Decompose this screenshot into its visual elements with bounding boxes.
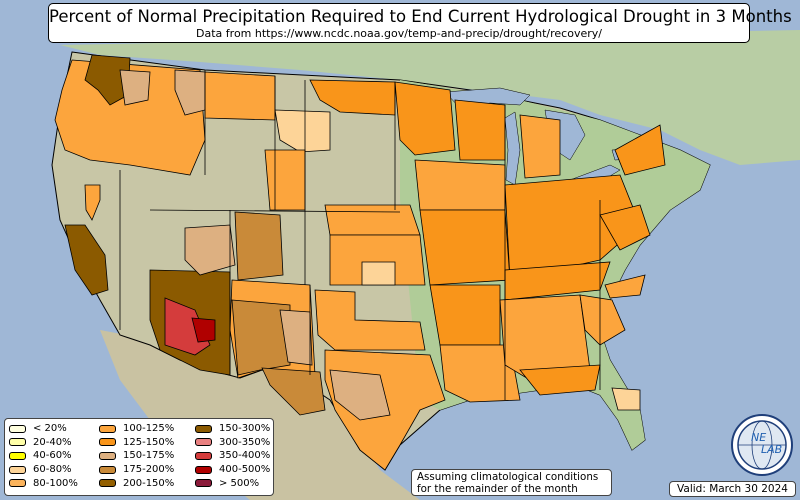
region-gulf	[519, 364, 601, 396]
valid-date: Valid: March 30 2024	[669, 481, 796, 497]
legend-column-2: 100-125% 125-150% 150-175% 175-200% 200-…	[99, 422, 174, 490]
region-ga	[579, 294, 626, 346]
legend-item: 175-200%	[99, 463, 174, 477]
legend-swatch	[99, 438, 116, 447]
legend: < 20% 20-40% 40-60% 60-80% 80-100% 100-1…	[4, 418, 274, 496]
map-subtitle: Data from https://www.ncdc.noaa.gov/temp…	[196, 27, 602, 40]
legend-swatch	[99, 479, 116, 488]
region-id-tan	[174, 69, 206, 116]
legend-swatch	[99, 451, 116, 460]
region-ks	[329, 234, 426, 286]
region-la	[439, 344, 521, 403]
legend-swatch	[99, 424, 116, 433]
region-az-darkred	[191, 317, 216, 343]
legend-item: 40-60%	[9, 449, 78, 463]
legend-swatch	[9, 451, 26, 460]
mexico-land	[100, 330, 420, 500]
legend-label: 150-300%	[219, 423, 271, 435]
legend-label: > 500%	[219, 477, 260, 489]
region-ok	[314, 289, 426, 351]
region-co	[234, 211, 284, 281]
region-ks-light	[361, 261, 396, 286]
legend-swatch	[195, 424, 212, 433]
legend-swatch	[195, 465, 212, 474]
legend-item: 100-125%	[99, 422, 174, 436]
canada-land	[60, 30, 800, 165]
legend-item: 200-150%	[99, 476, 174, 490]
logo-text-lab: LAB	[761, 443, 782, 456]
legend-column-3: 150-300% 300-350% 350-400% 400-500% > 50…	[195, 422, 270, 490]
legend-label: 200-150%	[123, 477, 175, 489]
region-mi	[519, 114, 561, 179]
legend-item: 125-150%	[99, 436, 174, 450]
legend-item: 350-400%	[195, 449, 270, 463]
legend-label: 175-200%	[123, 464, 175, 476]
legend-swatch	[195, 451, 212, 460]
region-ut	[184, 224, 236, 276]
legend-item: 400-500%	[195, 463, 270, 477]
legend-label: 300-350%	[219, 436, 271, 448]
region-mt	[204, 71, 276, 121]
legend-item: < 20%	[9, 422, 78, 436]
legend-item: 150-300%	[195, 422, 270, 436]
region-mo	[419, 209, 511, 286]
legend-swatch	[9, 424, 26, 433]
region-ar	[429, 284, 501, 346]
region-pnw-tan	[119, 69, 151, 106]
region-ne	[324, 204, 421, 236]
legend-item: > 500%	[195, 476, 270, 490]
region-nc	[604, 274, 646, 299]
region-wy	[264, 149, 306, 211]
legend-label: 40-60%	[33, 450, 72, 462]
region-pnw-dark	[84, 54, 131, 106]
legend-label: 150-175%	[123, 450, 175, 462]
region-nm-brown	[231, 299, 291, 376]
region-ny	[614, 124, 666, 176]
legend-label: < 20%	[33, 423, 67, 435]
assumption-note: Assuming climatological conditions for t…	[411, 469, 612, 496]
region-pnw	[54, 59, 206, 176]
legend-item: 150-175%	[99, 449, 174, 463]
region-nd	[309, 79, 396, 116]
legend-swatch	[99, 465, 116, 474]
region-ia	[414, 159, 506, 211]
legend-swatch	[195, 438, 212, 447]
region-mn	[394, 81, 456, 156]
note-line-1: Assuming climatological conditions	[417, 471, 599, 483]
region-mn-light	[274, 109, 331, 153]
legend-swatch	[9, 438, 26, 447]
legend-label: 400-500%	[219, 464, 271, 476]
legend-label: 100-125%	[123, 423, 175, 435]
region-ca	[64, 224, 109, 296]
legend-swatch	[9, 479, 26, 488]
region-tx-tan	[329, 369, 391, 421]
legend-swatch	[9, 465, 26, 474]
legend-column-1: < 20% 20-40% 40-60% 60-80% 80-100%	[9, 422, 78, 490]
legend-item: 60-80%	[9, 463, 78, 477]
region-nm-tan	[279, 309, 313, 366]
ne-lab-globe-icon: NE LAB	[731, 414, 793, 476]
region-ca-coast	[84, 184, 101, 221]
state-borders	[119, 70, 601, 400]
region-wi	[454, 99, 506, 161]
note-line-2: for the remainder of the month	[417, 483, 578, 495]
legend-label: 80-100%	[33, 477, 78, 489]
legend-swatch	[195, 479, 212, 488]
legend-item: 300-350%	[195, 436, 270, 450]
legend-label: 20-40%	[33, 436, 72, 448]
legend-item: 80-100%	[9, 476, 78, 490]
region-va	[599, 204, 651, 251]
legend-label: 60-80%	[33, 464, 72, 476]
legend-label: 125-150%	[123, 436, 175, 448]
legend-item: 20-40%	[9, 436, 78, 450]
legend-label: 350-400%	[219, 450, 271, 462]
map-title: Percent of Normal Precipitation Required…	[49, 7, 792, 26]
region-fl	[611, 387, 641, 411]
logo-text-ne: NE	[751, 431, 766, 444]
title-box: Percent of Normal Precipitation Required…	[48, 3, 792, 43]
